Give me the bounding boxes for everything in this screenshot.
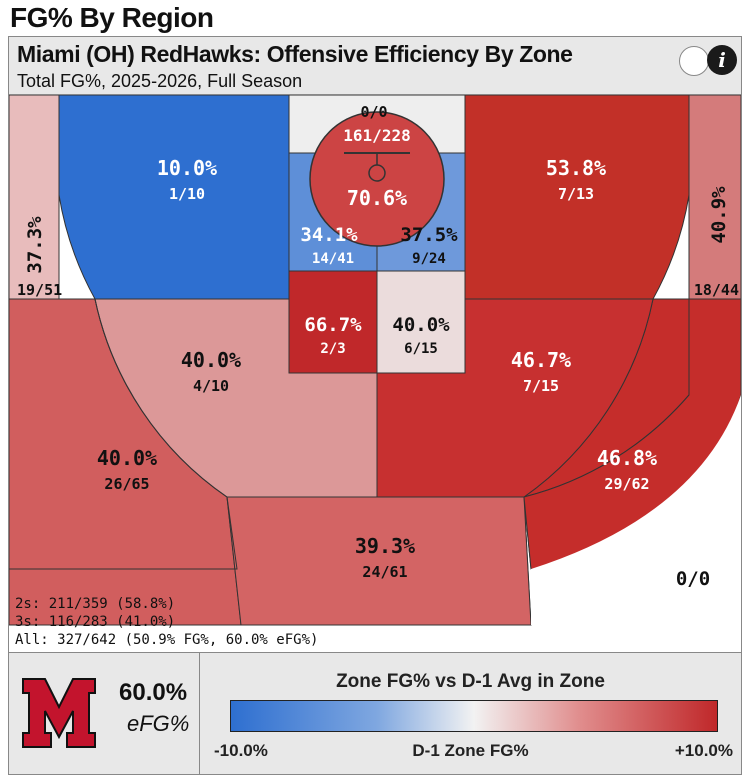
legend-color-scale	[230, 700, 718, 732]
efg-panel: 60.0% eFG%	[9, 653, 200, 774]
label-paint-right-pct: 37.5%	[400, 224, 458, 246]
label-top-key-pct: 39.3%	[355, 534, 415, 558]
summary-twos: 2s: 211/359 (58.8%)	[15, 596, 176, 612]
label-short-right-ratio: 7/13	[558, 185, 594, 203]
zone-lane-left-top	[288, 270, 378, 374]
label-deep-ratio: 0/0	[676, 568, 710, 590]
chart-card: Miami (OH) RedHawks: Offensive Efficienc…	[8, 36, 742, 775]
footer-divider	[9, 652, 741, 653]
label-corner-left-ratio: 19/51	[17, 281, 62, 299]
label-paint-right-ratio: 9/24	[412, 251, 446, 267]
label-corner-right-ratio: 18/44	[694, 281, 739, 299]
legend-panel: Zone FG% vs D-1 Avg in Zone -10.0% D-1 Z…	[200, 653, 741, 774]
legend-max-label: +10.0%	[674, 741, 733, 760]
summary-all: All: 327/642 (50.9% FG%, 60.0% eFG%)	[15, 632, 319, 648]
label-behind-basket-ratio: 0/0	[360, 103, 387, 121]
wing-left-outline	[9, 298, 238, 570]
label-wing-left-pct: 40.0%	[97, 446, 157, 470]
label-paint-left-pct: 34.1%	[300, 224, 358, 246]
label-short-left-ratio: 1/10	[169, 185, 205, 203]
chart-title: Miami (OH) RedHawks: Offensive Efficienc…	[17, 41, 573, 67]
label-wing-left-ratio: 26/65	[104, 475, 149, 493]
label-short-left-pct: 10.0%	[157, 156, 217, 180]
shot-zone-court: 0/0 0/0 161/228 70.6% 10.0% 1/10 37.3% 19/51 34.…	[9, 95, 741, 626]
label-wing-right-ratio: 29/62	[604, 475, 649, 493]
legend-title: Zone FG% vs D-1 Avg in Zone	[336, 671, 605, 692]
chart-header: Miami (OH) RedHawks: Offensive Efficienc…	[9, 37, 741, 95]
zone-rim	[309, 111, 445, 247]
label-lane-left-ratio: 2/3	[320, 341, 345, 357]
summary-threes: 3s: 116/283 (41.0%)	[15, 614, 176, 630]
label-midrange-left-pct: 40.0%	[181, 348, 241, 372]
efg-label: eFG%	[127, 711, 190, 736]
basket-hoop	[368, 164, 386, 182]
label-corner-left-pct: 37.3%	[24, 216, 46, 274]
chart-subtitle: Total FG%, 2025-2026, Full Season	[17, 71, 303, 91]
label-wing-right-pct: 46.8%	[597, 446, 657, 470]
zone-deep	[531, 395, 741, 625]
label-lane-right-pct: 40.0%	[392, 314, 450, 336]
legend-min-label: -10.0%	[214, 741, 268, 760]
label-midrange-right-pct: 46.7%	[511, 348, 571, 372]
label-paint-left-ratio: 14/41	[312, 251, 354, 267]
label-rim-pct: 70.6%	[347, 186, 407, 210]
toggle-circle-button[interactable]	[679, 46, 709, 76]
label-lane-left-pct: 66.7%	[304, 314, 362, 336]
legend-mid-label: D-1 Zone FG%	[412, 741, 529, 760]
zone-corner-right	[688, 95, 741, 300]
label-midrange-right-ratio: 7/15	[523, 377, 559, 395]
efg-value: 60.0%	[119, 679, 188, 706]
label-lane-right-ratio: 6/15	[404, 341, 438, 357]
label-corner-right-pct: 40.9%	[708, 186, 730, 244]
label-short-right-pct: 53.8%	[546, 156, 606, 180]
label-midrange-left-ratio: 4/10	[193, 377, 229, 395]
label-top-key-ratio: 24/61	[362, 563, 407, 581]
label-rim-ratio: 161/228	[343, 126, 410, 145]
page-title: FG% By Region	[10, 2, 214, 33]
miami-m-logo	[22, 678, 96, 748]
zone-midrange-right-top	[376, 298, 654, 498]
outer-band	[9, 298, 741, 626]
zone-top-key-band	[226, 496, 532, 626]
info-icon[interactable]: i	[707, 45, 737, 75]
